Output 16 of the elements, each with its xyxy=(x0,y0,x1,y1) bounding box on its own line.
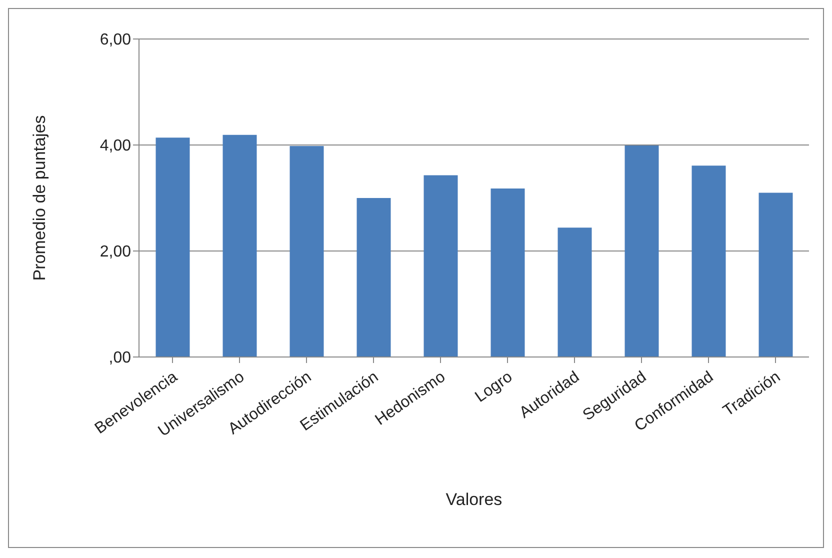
bar xyxy=(692,166,726,357)
bar xyxy=(156,138,190,357)
y-tick-label: 6,00 xyxy=(100,32,132,49)
bar xyxy=(424,175,458,357)
y-tick-label: 2,00 xyxy=(100,244,132,261)
bar xyxy=(290,146,324,357)
bar xyxy=(624,146,659,357)
bar xyxy=(758,192,793,357)
bar xyxy=(558,228,592,357)
y-axis-title: Promedio de puntajes xyxy=(30,115,50,281)
y-tick-label: 4,00 xyxy=(100,138,132,155)
bar xyxy=(222,134,257,357)
x-axis-title: Valores xyxy=(446,490,502,509)
bar xyxy=(490,188,525,357)
y-tick-label: ,00 xyxy=(108,350,132,367)
bar xyxy=(356,198,391,357)
